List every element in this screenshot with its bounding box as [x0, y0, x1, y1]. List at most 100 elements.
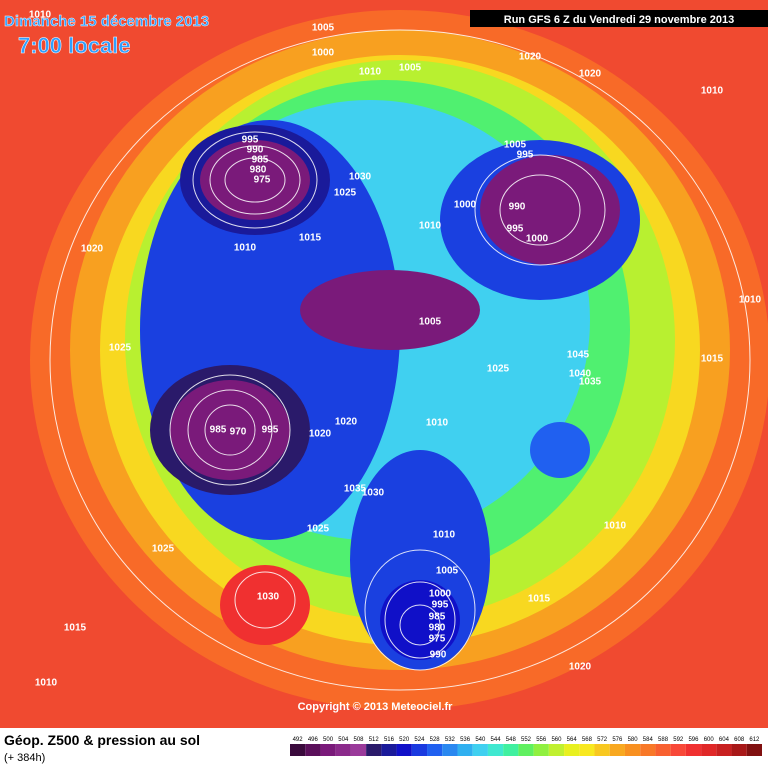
isobar-label: 980	[429, 623, 446, 634]
colorbar-label: 568	[582, 737, 593, 743]
color-swatch	[472, 744, 488, 756]
colorbar-label: 516	[384, 737, 395, 743]
color-swatch	[685, 744, 702, 756]
colorbar-label: 540	[475, 737, 486, 743]
footer-lead: (+ 384h)	[4, 752, 45, 764]
color-swatch	[655, 744, 671, 756]
isobar-label: 1010	[29, 10, 52, 21]
footer-title: Géop. Z500 & pression au sol	[4, 732, 200, 748]
isobar-label: 1000	[429, 589, 452, 600]
isobar-label: 970	[230, 427, 247, 438]
colorbar-label: 512	[369, 737, 380, 743]
color-swatch	[305, 744, 321, 756]
isobar-label: 1010	[234, 243, 257, 254]
isobar-label: 1025	[307, 524, 330, 535]
height-field	[0, 0, 768, 728]
isobar-label: 1010	[35, 678, 58, 689]
colorbar-label: 508	[354, 737, 365, 743]
colorbar-label: 520	[399, 737, 410, 743]
isobar-label: 1025	[487, 364, 510, 375]
isobar-label: 1035	[344, 484, 367, 495]
isobar-label: 995	[432, 600, 449, 611]
color-swatch	[518, 744, 534, 756]
isobar-label: 975	[429, 634, 446, 645]
isobar-label: 1005	[436, 566, 459, 577]
forecast-time: 7:00 locale	[18, 33, 131, 58]
isobar-label: 990	[509, 202, 526, 213]
isobar-label: 1020	[579, 69, 602, 80]
colorbar: 492 496 500 504 508 512 516 520 524 528 532 536 540 5…	[290, 737, 762, 756]
isobar-label: 1005	[419, 317, 442, 328]
color-swatch	[427, 744, 443, 756]
colorbar-label: 496	[308, 737, 319, 743]
isobar-label: 1005	[504, 140, 527, 151]
color-swatch	[320, 744, 336, 756]
colorbar-label: 504	[338, 737, 349, 743]
color-swatch	[503, 744, 519, 756]
colorbar-label: 528	[430, 737, 441, 743]
color-swatch	[533, 744, 549, 756]
colorbar-label: 572	[597, 737, 608, 743]
isobar-label: 1025	[334, 188, 357, 199]
colorbar-label: 592	[673, 737, 684, 743]
isobar-label: 1010	[359, 67, 382, 78]
isobar-label: 1010	[426, 418, 449, 429]
isobar-label: 975	[254, 175, 271, 186]
isobar-label: 1030	[257, 592, 280, 603]
isobar-label: 1030	[362, 488, 385, 499]
isobar-label: 1015	[299, 233, 322, 244]
colorbar-label: 532	[445, 737, 456, 743]
isobar-label: 1015	[64, 623, 87, 634]
colorbar-label: 604	[719, 737, 730, 743]
color-swatch	[366, 744, 382, 756]
colorbar-label: 492	[293, 737, 304, 743]
isobar-label: 1035	[579, 377, 602, 388]
color-swatch	[411, 744, 428, 756]
color-swatch	[350, 744, 367, 756]
color-swatch	[624, 744, 641, 756]
isobar-label: 985	[252, 155, 269, 166]
color-swatch	[701, 744, 717, 756]
isobar-label: 1025	[152, 544, 175, 555]
isobar-label: 1010	[433, 530, 456, 541]
isobar-label: 1025	[109, 343, 132, 354]
colorbar-label: 500	[323, 737, 334, 743]
isobar-label: 995	[262, 425, 279, 436]
isobar-label: 990	[430, 650, 447, 661]
colorbar-label: 564	[567, 737, 578, 743]
color-swatch	[290, 744, 306, 756]
copyright: Copyright © 2013 Meteociel.fr	[298, 701, 454, 713]
color-swatch	[670, 744, 686, 756]
color-swatch	[746, 744, 762, 756]
isobar-label: 1020	[569, 662, 592, 673]
colorbar-label: 548	[506, 737, 517, 743]
isobar-label: 1020	[335, 417, 358, 428]
color-swatch	[594, 744, 610, 756]
isobar-label: 995	[517, 150, 534, 161]
colorbar-label: 576	[612, 737, 623, 743]
colorbar-label: 612	[749, 737, 760, 743]
color-swatch	[457, 744, 473, 756]
isobar-label: 995	[242, 135, 259, 146]
isobar-label: 1000	[312, 48, 335, 59]
isobar-label: 1015	[528, 594, 551, 605]
color-swatch	[731, 744, 747, 756]
color-swatch	[396, 744, 412, 756]
isobar-label: 1010	[419, 221, 442, 232]
isobar-label: 1045	[567, 350, 590, 361]
isobar-label: 1010	[604, 521, 627, 532]
color-swatch	[442, 744, 458, 756]
isobar-label: 1020	[519, 52, 542, 63]
run-info: Run GFS 6 Z du Vendredi 29 novembre 2013	[504, 14, 734, 26]
run-box	[470, 10, 768, 27]
isobar-label: 1020	[309, 429, 332, 440]
color-swatch	[548, 744, 565, 756]
isobar-label: 1005	[399, 63, 422, 74]
color-swatch	[579, 744, 595, 756]
colorbar-label: 608	[734, 737, 745, 743]
colorbar-label: 552	[521, 737, 532, 743]
isobar-label: 1015	[701, 354, 724, 365]
isobar-label: 1010	[739, 295, 762, 306]
